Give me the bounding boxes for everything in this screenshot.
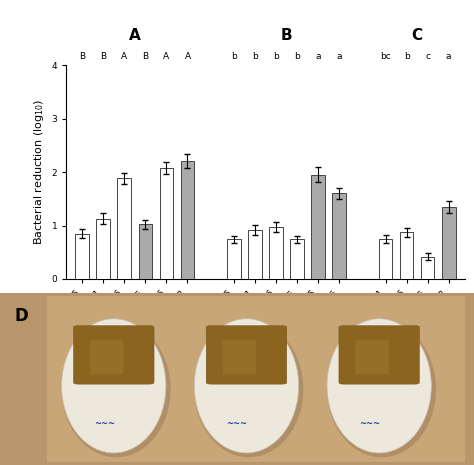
Ellipse shape [327,321,436,457]
Text: ~~~: ~~~ [94,419,115,428]
Text: ~~~: ~~~ [227,419,247,428]
Text: a: a [337,52,342,61]
Text: B: B [100,52,106,61]
Bar [442,207,456,279]
Bar [379,239,392,279]
Text: D: D [14,307,28,325]
Bar [421,257,435,279]
Text: ~~~: ~~~ [359,419,380,428]
FancyBboxPatch shape [356,340,389,375]
Text: b: b [273,52,279,61]
X-axis label: Fluence (J/cm$^2$): Fluence (J/cm$^2$) [222,312,309,330]
Text: A: A [164,52,170,61]
Bar [227,239,241,279]
FancyBboxPatch shape [223,340,256,375]
Text: bc: bc [380,52,391,61]
Text: c: c [425,52,430,61]
Text: B: B [281,27,292,43]
Bar [138,225,152,279]
Bar [181,161,194,279]
Y-axis label: Bacterial reduction (log$_{10}$): Bacterial reduction (log$_{10}$) [32,99,46,245]
Text: C: C [411,27,423,43]
FancyBboxPatch shape [73,326,154,384]
FancyBboxPatch shape [339,326,419,384]
Bar [311,175,325,279]
Text: b: b [252,52,258,61]
Bar [400,232,413,279]
Bar [47,296,465,462]
Bar [269,227,283,279]
Bar [75,233,89,279]
FancyBboxPatch shape [90,340,123,375]
Bar [96,219,110,279]
Text: b: b [294,52,300,61]
Bar [332,193,346,279]
Text: b: b [231,52,237,61]
Ellipse shape [62,319,166,453]
Ellipse shape [327,319,431,453]
Ellipse shape [62,321,171,457]
Bar [118,179,131,279]
Ellipse shape [194,319,299,453]
Bar [290,239,304,279]
Text: b: b [404,52,410,61]
Text: B: B [142,52,148,61]
Text: A: A [184,52,191,61]
Ellipse shape [194,321,303,457]
FancyBboxPatch shape [206,326,287,384]
Text: a: a [446,52,451,61]
Text: a: a [315,52,321,61]
Bar [160,168,173,279]
Text: B: B [79,52,85,61]
Bar [248,230,262,279]
Text: A: A [121,52,128,61]
Text: A: A [129,27,141,43]
